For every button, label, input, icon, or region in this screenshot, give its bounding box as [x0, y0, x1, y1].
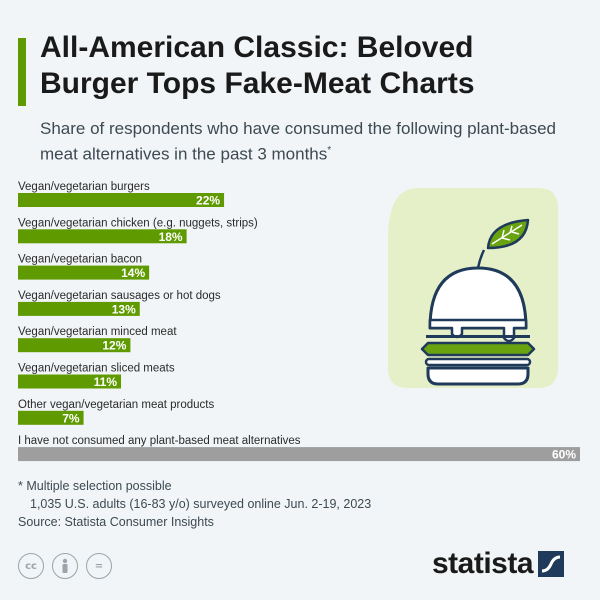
patty-layer [424, 357, 532, 367]
lettuce-layer [420, 341, 536, 357]
note-multiple-selection: * Multiple selection possible [18, 479, 172, 493]
category-label: Other vegan/vegetarian meat products [18, 399, 215, 411]
value-label: 12% [102, 339, 126, 353]
top-bun [428, 266, 528, 330]
value-label: 7% [62, 411, 80, 425]
chart-subtitle: Share of respondents who have consumed t… [40, 118, 585, 166]
value-label: 18% [159, 230, 183, 244]
subtitle-text: Share of respondents who have consumed t… [40, 119, 557, 164]
value-label: 13% [112, 302, 136, 316]
bar [18, 265, 150, 280]
category-label: Vegan/vegetarian sliced meats [18, 363, 175, 375]
chart-notes: * Multiple selection possible 1,035 U.S.… [18, 477, 578, 531]
bar [18, 193, 225, 207]
subtitle-footnote-marker: * [327, 145, 332, 156]
value-label: 22% [196, 194, 220, 208]
note-source: Source: Statista Consumer Insights [18, 515, 214, 529]
brand-wordmark: statista [432, 547, 534, 580]
chart-title: All-American Classic: Beloved Burger Top… [40, 31, 475, 100]
brand-mark-icon [538, 551, 565, 577]
patty-top-line [426, 335, 530, 338]
person-glyph [62, 558, 68, 573]
category-label: Vegan/vegetarian burgers [18, 181, 150, 193]
category-label: Vegan/vegetarian sausages or hot dogs [18, 290, 221, 302]
creative-commons-icon[interactable]: cc [18, 553, 44, 579]
bar [18, 410, 84, 425]
statista-logo[interactable]: statista [432, 546, 565, 582]
stem-line [476, 249, 486, 269]
value-label: 60% [552, 448, 576, 462]
brand-mark-glyph [541, 555, 561, 573]
title-accent-bar [18, 38, 26, 106]
bar [18, 301, 140, 316]
bar [18, 229, 187, 244]
attribution-icon[interactable] [52, 553, 78, 579]
value-label: 14% [121, 266, 145, 280]
leaf-vein [491, 224, 523, 245]
category-label: Vegan/vegetarian chicken (e.g. nuggets, … [18, 217, 258, 229]
bar [18, 374, 122, 389]
bottom-bun [426, 366, 530, 386]
burger-illustration [388, 188, 558, 388]
bar [18, 447, 580, 462]
no-derivatives-icon[interactable]: = [86, 553, 112, 579]
category-label: Vegan/vegetarian bacon [18, 254, 142, 266]
note-survey-details: 1,035 U.S. adults (16-83 y/o) surveyed o… [30, 497, 372, 511]
category-label: I have not consumed any plant-based meat… [18, 435, 301, 447]
license-icons: cc = [18, 553, 112, 581]
bar [18, 338, 131, 353]
value-label: 11% [94, 375, 118, 389]
category-label: Vegan/vegetarian minced meat [18, 326, 177, 338]
